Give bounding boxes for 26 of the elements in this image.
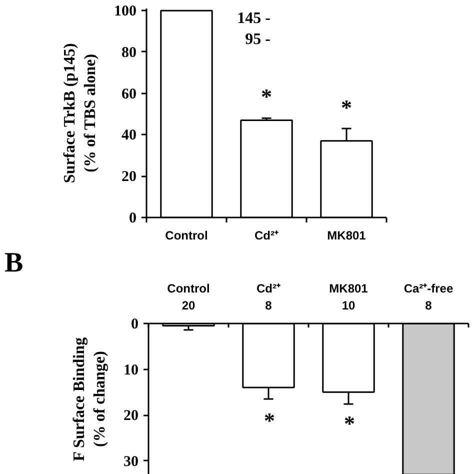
annotation: * <box>341 95 352 120</box>
x-tick-label: Cd²⁺ 8 <box>256 282 281 312</box>
y-tick-label: 0 <box>129 210 136 226</box>
y-tick-label: 0 <box>131 316 138 332</box>
x-tick-label: Control 20 <box>167 282 210 312</box>
x-tick-label: Ca²⁺-free 8 <box>404 282 454 312</box>
y-tick-label: 10 <box>124 362 138 378</box>
x-tick-label: MK801 10 <box>329 282 368 312</box>
y-tick-label: 60 <box>122 86 136 102</box>
y-tick-label: 20 <box>124 408 138 424</box>
y-tick-label: 100 <box>114 4 136 20</box>
y-tick-label: 40 <box>122 128 136 144</box>
annotation: * <box>264 408 275 433</box>
y-axis-title: Surface TrkB (p145) (% of TBS alone) <box>62 43 99 184</box>
y-axis-title: F Surface Binding (% of change) <box>71 337 108 462</box>
x-tick-label: Control <box>165 228 208 242</box>
annotation: 145 - <box>237 10 270 27</box>
x-tick-label: MK801 <box>327 228 366 242</box>
x-tick-label: Cd²⁺ <box>254 228 279 242</box>
chart-title: B <box>4 248 24 278</box>
annotation: * <box>344 411 355 436</box>
y-tick-label: 30 <box>124 454 138 470</box>
annotation: 95 - <box>245 31 270 48</box>
annotation: * <box>261 84 272 109</box>
y-tick-label: 80 <box>122 44 136 61</box>
y-tick-label: 20 <box>122 169 136 186</box>
